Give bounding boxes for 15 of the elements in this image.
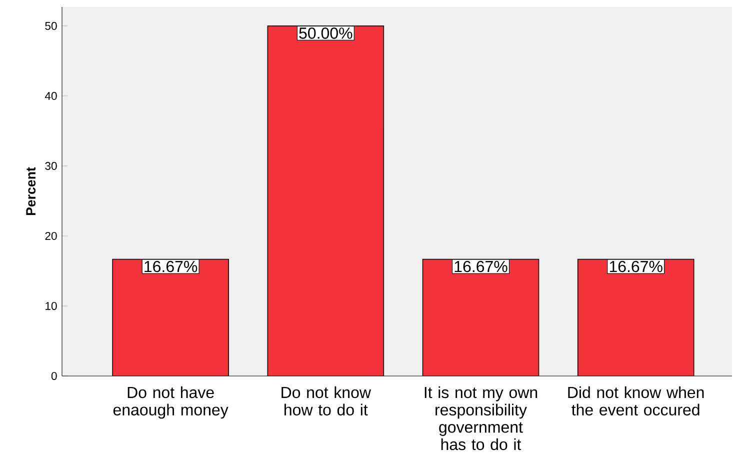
y-tick-label: 10	[46, 302, 57, 310]
x-tick-label: Do not know how to do it	[282, 386, 372, 416]
x-tick-label: It is not my own responsibility government has to do it	[424, 386, 538, 450]
x-tick-label: Did not know when the event occured	[568, 386, 704, 416]
y-tick-label: 40	[44, 92, 57, 100]
data-label: 16.67%	[610, 260, 662, 272]
y-tick-label: 30	[45, 162, 57, 170]
x-tick-label: Do not have enaough money	[113, 386, 228, 419]
data-label: 16.67%	[454, 260, 508, 272]
y-tick-label: 0	[51, 372, 57, 380]
y-tick-label: 50	[45, 22, 57, 30]
data-label: 16.67%	[144, 260, 198, 272]
y-tick-label: 20	[45, 232, 57, 240]
data-label: 50.00%	[299, 28, 352, 39]
y-axis-title: Percent	[26, 167, 36, 216]
